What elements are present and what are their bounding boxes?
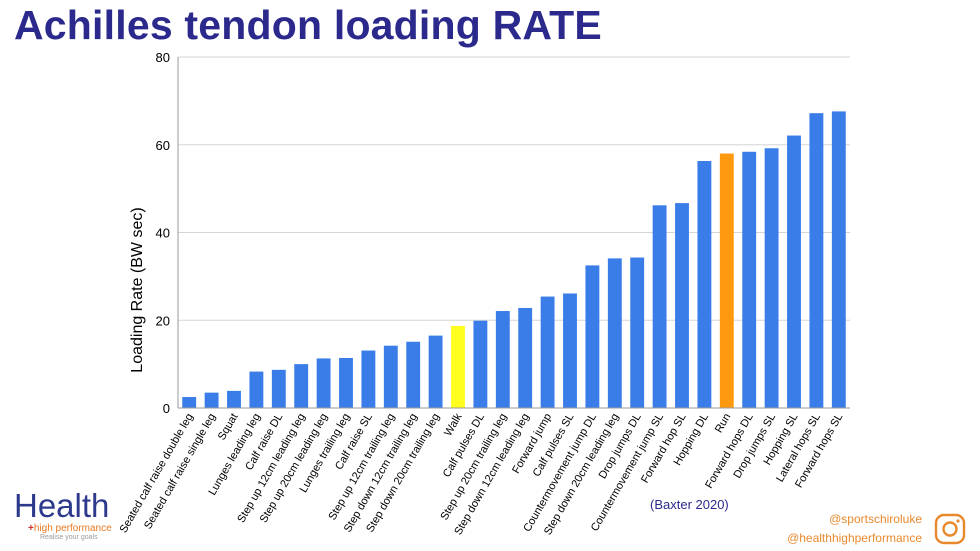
bar-step-up-12cm-leading-leg	[294, 364, 309, 408]
bar-drop-jumps-dl	[630, 257, 645, 408]
bar-lunges-leading-leg	[249, 371, 264, 408]
bar-step-down-20cm-trailing-leg	[428, 335, 443, 408]
bar-calf-raise-sl	[361, 350, 376, 408]
chart-title: Achilles tendon loading RATE	[14, 2, 602, 48]
bar-lunges-trailing-leg	[339, 357, 353, 408]
bar-seated-calf-raise-double-leg	[182, 397, 197, 408]
bar-hopping-sl	[787, 135, 801, 408]
y-tick-label: 20	[156, 313, 170, 328]
health-high-performance-logo: Health +high performance Realise your go…	[14, 487, 154, 542]
bar-step-up-12cm-trailing-leg	[383, 345, 398, 408]
instagram-icon[interactable]	[934, 513, 966, 545]
bars	[182, 111, 846, 408]
y-tick-label: 0	[163, 401, 170, 416]
bar-step-up-20cm-trailing-leg	[495, 311, 510, 408]
bar-calf-raise-dl	[271, 369, 286, 408]
axes	[177, 57, 850, 409]
bar-run	[719, 153, 734, 408]
bar-forward-hops-sl	[831, 111, 846, 408]
bar-hopping-dl	[697, 160, 712, 408]
bar-step-down-12cm-trailing-leg	[406, 341, 421, 408]
y-tick-label: 40	[156, 226, 170, 241]
citation: (Baxter 2020)	[650, 497, 729, 512]
bar-countermovement-jump-sl	[652, 205, 667, 408]
bar-lateral-hops-sl	[809, 113, 824, 408]
y-tick-label: 80	[156, 50, 170, 65]
bar-squat	[227, 390, 241, 408]
logo-subtitle: high performance	[33, 523, 112, 534]
bar-seated-calf-raise-single-leg	[204, 392, 219, 408]
x-tick-label: Walk	[442, 411, 465, 438]
bar-forward-hops-dl	[742, 151, 757, 408]
social-handle-sportschiroluke[interactable]: @sportschiroluke	[829, 512, 922, 526]
logo-cross-icon: +	[28, 523, 34, 534]
y-tick-labels: 0 20 40 60 80	[156, 50, 170, 416]
bar-calf-pulses-sl	[563, 293, 577, 408]
bar-calf-pulses-dl	[473, 320, 488, 408]
social-handles: @sportschiroluke @healthhighperformance	[787, 510, 922, 548]
bar-step-down-20cm-leading-leg	[607, 258, 622, 408]
bar-countermovement-jump-dl	[585, 265, 600, 408]
y-axis-label: Loading Rate (BW sec)	[129, 207, 146, 372]
bar-drop-jumps-sl	[764, 148, 779, 408]
bar-walk	[451, 325, 465, 408]
logo-tagline: Realise your goals	[40, 534, 98, 541]
bar-step-up-20cm-leading-leg	[316, 358, 331, 408]
logo-wordmark: Health	[14, 487, 110, 524]
y-tick-label: 60	[156, 138, 170, 153]
bar-forward-jump	[540, 296, 555, 408]
social-handle-healthhighperformance[interactable]: @healthhighperformance	[787, 531, 922, 545]
bar-forward-hop-sl	[675, 203, 689, 408]
bar-step-down-12cm-leading-leg	[518, 307, 533, 408]
x-tick-label: Run	[713, 412, 733, 435]
